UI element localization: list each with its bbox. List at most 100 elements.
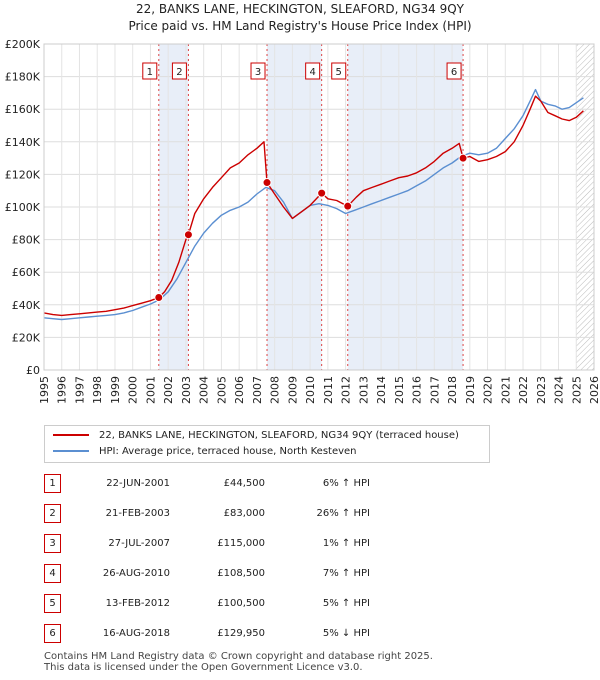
y-tick-label: £20K — [12, 331, 41, 344]
transaction-price: £100,500 — [217, 598, 265, 609]
sale-label-box — [446, 62, 462, 80]
legend-label-property: 22, BANKS LANE, HECKINGTON, SLEAFORD, NG… — [99, 430, 459, 441]
x-tick-label: 2004 — [198, 376, 211, 404]
transaction-hpi-diff: 26% ↑ HPI — [316, 508, 370, 519]
chart-subtitle: Price paid vs. HM Land Registry's House … — [128, 19, 472, 33]
x-tick-label: 2009 — [286, 376, 299, 404]
transaction-date: 22-JUN-2001 — [106, 478, 170, 489]
legend-swatch-blue — [53, 450, 89, 452]
legend-swatch-red — [53, 434, 89, 436]
transaction-price: £108,500 — [217, 568, 265, 579]
y-tick-label: £180K — [5, 71, 41, 84]
x-tick-label: 2010 — [304, 376, 317, 404]
x-tick-label: 2012 — [340, 376, 353, 404]
x-tick-label: 2024 — [553, 376, 566, 404]
x-tick-label: 1997 — [73, 376, 86, 404]
transaction-price: £44,500 — [223, 478, 265, 489]
legend: 22, BANKS LANE, HECKINGTON, SLEAFORD, NG… — [44, 425, 490, 463]
x-tick-label: 2020 — [482, 376, 495, 404]
transaction-hpi-diff: 1% ↑ HPI — [322, 538, 370, 549]
transaction-number: 4 — [44, 564, 61, 583]
footer-licence: This data is licensed under the Open Gov… — [44, 662, 363, 673]
sale-point — [262, 178, 272, 188]
legend-label-hpi: HPI: Average price, terraced house, Nort… — [99, 446, 357, 457]
x-tick-label: 2011 — [322, 376, 335, 404]
x-tick-label: 1999 — [109, 376, 122, 404]
x-tick-label: 2017 — [428, 376, 441, 404]
x-tick-label: 2014 — [375, 376, 388, 404]
chart-title: 22, BANKS LANE, HECKINGTON, SLEAFORD, NG… — [135, 2, 464, 16]
transaction-date: 21-FEB-2003 — [105, 508, 170, 519]
sale-label-box — [331, 62, 347, 80]
transaction-price: £115,000 — [217, 538, 265, 549]
sale-point — [458, 153, 468, 163]
transaction-number: 6 — [44, 624, 61, 643]
x-tick-label: 2013 — [357, 376, 370, 404]
transaction-date: 16-AUG-2018 — [102, 628, 170, 639]
transaction-date: 13-FEB-2012 — [105, 598, 170, 609]
table-row: 4 26-AUG-2010 £108,500 7% ↑ HPI — [0, 564, 600, 584]
x-tick-label: 2000 — [127, 376, 140, 404]
footer: Contains HM Land Registry data © Crown c… — [44, 651, 433, 673]
x-tick-label: 2008 — [269, 376, 282, 404]
transaction-number: 1 — [44, 474, 61, 493]
x-tick-label: 1995 — [38, 376, 51, 404]
transaction-number: 3 — [44, 534, 61, 553]
x-tick-label: 2005 — [215, 376, 228, 404]
table-row: 6 16-AUG-2018 £129,950 5% ↓ HPI — [0, 624, 600, 644]
sale-point — [317, 188, 327, 198]
transaction-price: £129,950 — [217, 628, 265, 639]
table-row: 1 22-JUN-2001 £44,500 6% ↑ HPI — [0, 474, 600, 494]
table-row: 3 27-JUL-2007 £115,000 1% ↑ HPI — [0, 534, 600, 554]
x-tick-label: 2007 — [251, 376, 264, 404]
sale-label-box — [142, 62, 158, 80]
sale-label: 2 — [176, 67, 182, 78]
x-tick-label: 2022 — [517, 376, 530, 404]
x-tick-label: 2019 — [464, 376, 477, 404]
transaction-hpi-diff: 5% ↓ HPI — [322, 628, 370, 639]
y-tick-label: £200K — [5, 38, 41, 51]
transaction-date: 26-AUG-2010 — [102, 568, 170, 579]
x-tick-label: 2021 — [499, 376, 512, 404]
table-row: 2 21-FEB-2003 £83,000 26% ↑ HPI — [0, 504, 600, 524]
y-tick-label: £80K — [12, 234, 41, 247]
x-tick-label: 2016 — [411, 376, 424, 404]
y-tick-label: £160K — [5, 103, 41, 116]
x-tick-label: 1998 — [91, 376, 104, 404]
y-tick-label: £40K — [12, 299, 41, 312]
sale-label-box — [305, 62, 321, 80]
transaction-hpi-diff: 5% ↑ HPI — [322, 598, 370, 609]
sale-point — [154, 292, 164, 302]
transaction-price: £83,000 — [223, 508, 265, 519]
transaction-hpi-diff: 6% ↑ HPI — [322, 478, 370, 489]
plot-frame — [43, 43, 595, 371]
sale-label: 4 — [309, 67, 315, 78]
y-tick-label: £140K — [5, 136, 41, 149]
transaction-hpi-diff: 7% ↑ HPI — [322, 568, 370, 579]
x-tick-label: 2006 — [233, 376, 246, 404]
y-tick-label: £0 — [26, 364, 40, 377]
transaction-number: 5 — [44, 594, 61, 613]
x-tick-label: 2023 — [535, 376, 548, 404]
table-row: 5 13-FEB-2012 £100,500 5% ↑ HPI — [0, 594, 600, 614]
price-paid-line — [44, 95, 584, 317]
y-tick-label: £100K — [5, 201, 41, 214]
x-tick-label: 2003 — [180, 376, 193, 404]
sale-label: 5 — [336, 67, 342, 78]
sale-label-box — [250, 62, 266, 80]
y-tick-label: £120K — [5, 168, 41, 181]
price-chart: 1 2 3 4 5 6 £0 £20K £40K £60K £80K £100K £120K £140K… — [5, 38, 600, 404]
x-tick-label: 2018 — [446, 376, 459, 404]
legend-item-hpi: HPI: Average price, terraced house, Nort… — [53, 444, 357, 460]
y-tick-label: £60K — [12, 266, 41, 279]
hpi-line — [44, 88, 584, 321]
sale-label-box — [171, 62, 187, 80]
x-tick-label: 2015 — [393, 376, 406, 404]
legend-item-property: 22, BANKS LANE, HECKINGTON, SLEAFORD, NG… — [53, 428, 459, 444]
sale-point — [183, 230, 193, 240]
sale-label: 1 — [147, 67, 153, 78]
sale-point — [343, 201, 353, 211]
sale-label: 3 — [255, 67, 261, 78]
x-tick-label: 2002 — [162, 376, 175, 404]
x-tick-label: 1996 — [56, 376, 69, 404]
